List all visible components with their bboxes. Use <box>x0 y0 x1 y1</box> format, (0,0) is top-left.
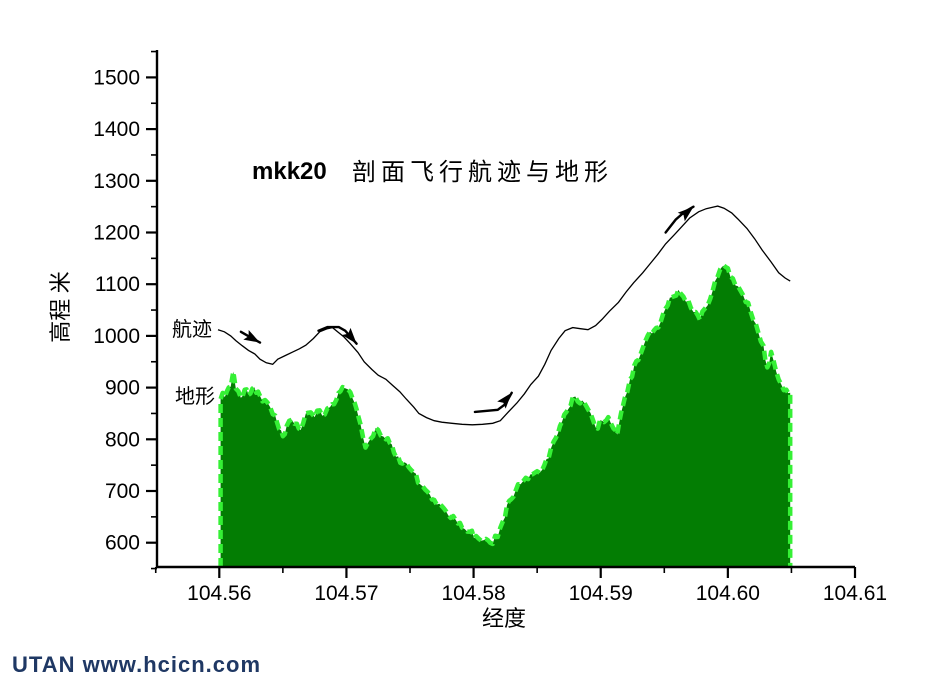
arrow-head-icon <box>497 392 512 409</box>
y-tick-label: 1000 <box>93 325 140 348</box>
flight-track-line <box>217 205 791 426</box>
x-tick-label: 104.59 <box>569 582 633 605</box>
y-tick-label: 1500 <box>93 66 140 89</box>
x-tick-label: 104.57 <box>314 582 378 605</box>
arrow-head-icon <box>243 330 260 343</box>
x-tick-label: 104.61 <box>823 582 887 605</box>
arrow-head-icon <box>342 327 357 344</box>
x-axis-ticks: 104.56 104.57 104.58 104.59 104.60 104.61 <box>154 567 887 605</box>
axes <box>155 50 855 569</box>
y-axis-ticks: 600 700 800 900 1000 1100 1200 1300 1400 1500 <box>93 50 157 570</box>
x-tick-label: 104.60 <box>696 582 760 605</box>
logo-watermark: UTAN www.hcicn.com <box>12 652 261 677</box>
flight-direction-arrow-1 <box>239 330 262 344</box>
x-tick-label: 104.58 <box>441 582 505 605</box>
terrain-label: 地形 <box>175 385 215 408</box>
track-label: 航迹 <box>172 318 212 341</box>
x-tick-label: 104.56 <box>187 582 251 605</box>
y-tick-label: 1100 <box>95 273 140 296</box>
y-tick-label: 900 <box>105 377 140 400</box>
y-axis-label: 高程 米 <box>48 271 73 343</box>
plot-area: 104.56 104.57 104.58 104.59 104.60 104.61 600 7… <box>93 50 887 605</box>
terrain-series <box>218 263 793 567</box>
y-tick-label: 600 <box>105 532 140 555</box>
x-axis-label: 经度 <box>482 606 526 631</box>
y-tick-label: 700 <box>105 480 140 503</box>
chart-title: 剖面飞行航迹与地形 <box>352 159 613 186</box>
y-tick-label: 1400 <box>93 118 140 141</box>
terrain-edge <box>218 263 793 567</box>
y-tick-label: 800 <box>105 428 140 451</box>
arrow-head-icon <box>677 206 694 222</box>
terrain-fill <box>220 265 791 567</box>
y-tick-label: 1300 <box>93 170 140 193</box>
y-tick-label: 1200 <box>93 222 140 245</box>
flight-direction-arrow-2 <box>317 325 358 345</box>
flight-direction-arrow-3 <box>473 391 513 414</box>
chart-title-model: mkk20 <box>252 158 327 185</box>
flight-direction-arrow-4 <box>664 205 695 234</box>
